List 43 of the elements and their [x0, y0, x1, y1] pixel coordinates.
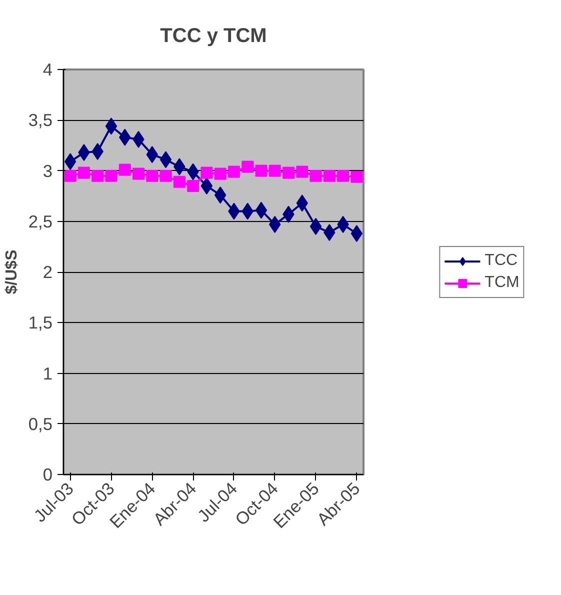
- point: [282, 166, 294, 179]
- point: [105, 118, 118, 135]
- point: [78, 166, 90, 179]
- point: [296, 166, 308, 178]
- point: [310, 218, 322, 235]
- legend-label: TCM: [484, 274, 520, 292]
- point: [92, 170, 104, 182]
- point: [350, 225, 363, 242]
- point: [337, 170, 350, 182]
- y-tick-label: 3,5: [28, 110, 53, 130]
- y-tick-label: 0,5: [28, 414, 53, 434]
- point: [200, 177, 213, 194]
- point: [187, 180, 200, 192]
- y-tick-label: 1,5: [28, 312, 53, 333]
- point: [118, 164, 131, 176]
- point: [146, 170, 158, 182]
- y-tick-label: 2: [42, 262, 53, 282]
- point: [160, 170, 172, 182]
- legend-label: TCC: [484, 252, 518, 270]
- point: [132, 168, 144, 180]
- point: [228, 166, 240, 178]
- point: [105, 170, 118, 182]
- point: [268, 164, 281, 177]
- point: [64, 170, 76, 182]
- point: [64, 153, 76, 170]
- y-tick-label: 0: [42, 464, 53, 484]
- point: [242, 160, 254, 173]
- point: [200, 166, 213, 179]
- point: [214, 186, 226, 204]
- point: [323, 170, 336, 182]
- y-tick-label: 1: [42, 363, 53, 384]
- chart-title: TCC y TCM: [160, 25, 267, 47]
- point: [214, 168, 226, 180]
- point: [310, 170, 322, 182]
- point: [173, 176, 186, 188]
- y-tick-label: 4: [42, 60, 53, 80]
- point: [160, 151, 172, 168]
- point: [255, 202, 268, 219]
- y-tick-label: 2,5: [28, 211, 53, 232]
- point: [350, 170, 363, 183]
- point: [255, 164, 268, 177]
- y-tick-label: 3: [42, 160, 53, 181]
- y-axis-title: $/U$S: [3, 249, 20, 294]
